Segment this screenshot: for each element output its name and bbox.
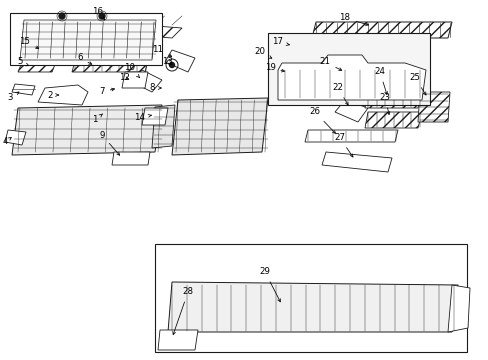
Circle shape bbox=[99, 13, 105, 19]
Text: 8: 8 bbox=[149, 84, 161, 93]
Text: 12: 12 bbox=[119, 73, 130, 82]
Text: 7: 7 bbox=[99, 87, 114, 96]
Polygon shape bbox=[417, 92, 449, 122]
Text: 3: 3 bbox=[7, 92, 19, 103]
Polygon shape bbox=[271, 35, 309, 55]
Text: 15: 15 bbox=[20, 37, 39, 49]
Polygon shape bbox=[278, 55, 425, 100]
Circle shape bbox=[169, 63, 174, 68]
Polygon shape bbox=[142, 108, 168, 125]
Text: 25: 25 bbox=[408, 73, 425, 95]
Polygon shape bbox=[18, 62, 56, 72]
Text: 28: 28 bbox=[172, 288, 193, 334]
Polygon shape bbox=[5, 130, 26, 145]
Polygon shape bbox=[152, 105, 175, 148]
Text: 1: 1 bbox=[92, 114, 102, 125]
Polygon shape bbox=[132, 70, 162, 92]
Text: 2: 2 bbox=[47, 90, 59, 99]
Text: 16: 16 bbox=[92, 8, 104, 19]
Bar bbox=[10, 13, 162, 65]
Polygon shape bbox=[364, 92, 421, 108]
Polygon shape bbox=[72, 61, 148, 72]
Polygon shape bbox=[364, 112, 421, 128]
Polygon shape bbox=[311, 22, 451, 38]
Text: 17: 17 bbox=[272, 37, 289, 46]
Text: 26: 26 bbox=[309, 108, 335, 133]
Text: 5: 5 bbox=[17, 58, 29, 67]
Text: 21: 21 bbox=[319, 58, 341, 70]
Text: 24: 24 bbox=[374, 68, 386, 95]
Text: 22: 22 bbox=[332, 84, 347, 105]
Text: 27: 27 bbox=[334, 134, 352, 157]
Text: 11: 11 bbox=[152, 45, 171, 57]
Polygon shape bbox=[112, 152, 150, 165]
Text: 9: 9 bbox=[99, 130, 120, 155]
Text: 14: 14 bbox=[134, 113, 151, 122]
Text: 13: 13 bbox=[162, 58, 173, 67]
Text: 6: 6 bbox=[77, 54, 92, 64]
Text: 20: 20 bbox=[254, 48, 271, 58]
Polygon shape bbox=[447, 285, 469, 332]
Polygon shape bbox=[334, 100, 367, 122]
Polygon shape bbox=[38, 85, 88, 105]
Polygon shape bbox=[158, 330, 198, 350]
Polygon shape bbox=[15, 16, 182, 38]
Polygon shape bbox=[168, 282, 457, 332]
Circle shape bbox=[59, 13, 65, 19]
Text: 18: 18 bbox=[339, 13, 368, 26]
Text: 23: 23 bbox=[379, 94, 390, 114]
Polygon shape bbox=[12, 84, 35, 95]
Polygon shape bbox=[20, 20, 156, 60]
Text: 29: 29 bbox=[259, 267, 280, 302]
Polygon shape bbox=[321, 152, 391, 172]
Bar bbox=[267, 33, 429, 105]
Polygon shape bbox=[164, 50, 195, 72]
Polygon shape bbox=[122, 72, 148, 88]
Polygon shape bbox=[305, 130, 397, 142]
Polygon shape bbox=[12, 105, 162, 155]
Polygon shape bbox=[271, 65, 314, 78]
Text: 4: 4 bbox=[2, 138, 11, 147]
Text: 19: 19 bbox=[264, 63, 284, 72]
Text: 10: 10 bbox=[124, 63, 139, 77]
Bar bbox=[155, 244, 466, 352]
Polygon shape bbox=[172, 98, 267, 155]
